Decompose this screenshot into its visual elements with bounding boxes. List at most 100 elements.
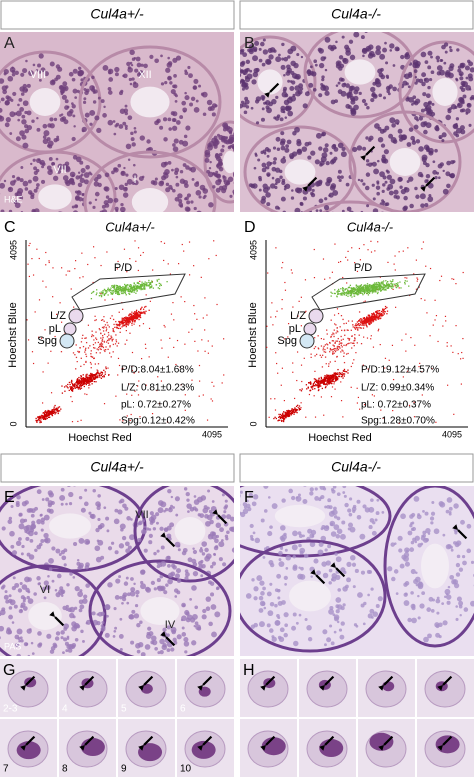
event bbox=[97, 341, 99, 344]
event bbox=[112, 318, 115, 321]
nucleus bbox=[445, 114, 452, 121]
event bbox=[343, 375, 345, 377]
nucleus bbox=[211, 500, 215, 503]
event bbox=[84, 377, 86, 380]
nucleus bbox=[464, 65, 470, 71]
nucleus bbox=[343, 82, 347, 86]
nucleus bbox=[227, 145, 232, 150]
nucleus bbox=[261, 96, 265, 99]
nucleus bbox=[89, 109, 96, 116]
nucleus bbox=[176, 228, 179, 231]
event bbox=[270, 316, 272, 318]
event bbox=[332, 376, 335, 378]
event bbox=[117, 324, 120, 326]
nucleus bbox=[400, 222, 406, 228]
nucleus bbox=[18, 639, 21, 643]
nucleus bbox=[132, 163, 136, 167]
nucleus bbox=[348, 39, 354, 44]
event bbox=[40, 421, 42, 423]
event bbox=[131, 351, 134, 354]
event bbox=[120, 291, 122, 293]
nucleus bbox=[198, 195, 202, 199]
event bbox=[177, 263, 180, 265]
event bbox=[316, 384, 318, 386]
arrow bbox=[425, 176, 436, 187]
event bbox=[346, 293, 348, 295]
nucleus bbox=[338, 216, 344, 222]
nucleus bbox=[174, 213, 179, 218]
event bbox=[358, 288, 361, 290]
event bbox=[90, 292, 93, 294]
event bbox=[88, 376, 90, 379]
event bbox=[381, 312, 383, 315]
event bbox=[326, 376, 328, 379]
nucleus bbox=[362, 182, 366, 186]
nucleus bbox=[368, 50, 375, 57]
nucleus bbox=[212, 185, 216, 189]
event bbox=[138, 311, 140, 314]
nucleus bbox=[381, 158, 387, 164]
nucleus bbox=[160, 82, 165, 86]
event bbox=[334, 374, 337, 376]
nucleus bbox=[77, 70, 84, 77]
event bbox=[76, 382, 79, 384]
nucleus bbox=[421, 154, 428, 161]
event bbox=[355, 352, 357, 354]
event bbox=[99, 352, 101, 354]
event bbox=[320, 396, 322, 398]
event bbox=[439, 279, 441, 282]
nucleus bbox=[118, 184, 125, 191]
event bbox=[114, 291, 116, 293]
nucleus bbox=[261, 98, 265, 101]
event bbox=[358, 334, 360, 336]
event bbox=[45, 411, 47, 414]
nucleus bbox=[265, 192, 271, 198]
event bbox=[92, 246, 95, 248]
event bbox=[144, 343, 147, 345]
nucleus bbox=[28, 70, 34, 77]
nucleus bbox=[223, 505, 228, 510]
event bbox=[461, 351, 463, 354]
nucleus bbox=[380, 143, 386, 148]
header-box bbox=[0, 453, 235, 483]
event bbox=[105, 367, 107, 370]
event bbox=[358, 289, 361, 292]
nucleus bbox=[124, 111, 129, 116]
event bbox=[360, 284, 363, 286]
event bbox=[364, 319, 366, 322]
event bbox=[370, 284, 373, 287]
nucleus bbox=[262, 183, 268, 189]
nucleus bbox=[260, 117, 265, 122]
nucleus bbox=[261, 162, 267, 168]
event bbox=[132, 315, 134, 318]
event bbox=[291, 411, 293, 414]
event bbox=[73, 384, 76, 387]
event bbox=[124, 286, 127, 288]
nucleus bbox=[367, 162, 373, 167]
event bbox=[364, 289, 366, 291]
nucleus bbox=[94, 198, 98, 202]
nucleus bbox=[383, 249, 388, 254]
event bbox=[145, 283, 147, 285]
event bbox=[278, 419, 280, 421]
nucleus bbox=[370, 86, 376, 93]
nucleus bbox=[443, 42, 449, 47]
nucleus bbox=[386, 241, 390, 245]
nucleus bbox=[21, 119, 27, 125]
nucleus bbox=[84, 538, 91, 545]
nucleus bbox=[366, 204, 370, 208]
nucleus bbox=[335, 84, 339, 87]
nucleus bbox=[275, 56, 282, 63]
event bbox=[345, 322, 348, 324]
nucleus bbox=[37, 63, 42, 68]
nucleus bbox=[159, 526, 164, 531]
event bbox=[48, 413, 50, 415]
nucleus bbox=[43, 71, 49, 77]
nucleus bbox=[185, 165, 190, 170]
nucleus bbox=[3, 69, 9, 75]
event bbox=[143, 286, 145, 288]
event bbox=[105, 366, 107, 368]
nucleus bbox=[362, 54, 365, 58]
nucleus bbox=[20, 72, 25, 77]
event bbox=[120, 289, 123, 291]
